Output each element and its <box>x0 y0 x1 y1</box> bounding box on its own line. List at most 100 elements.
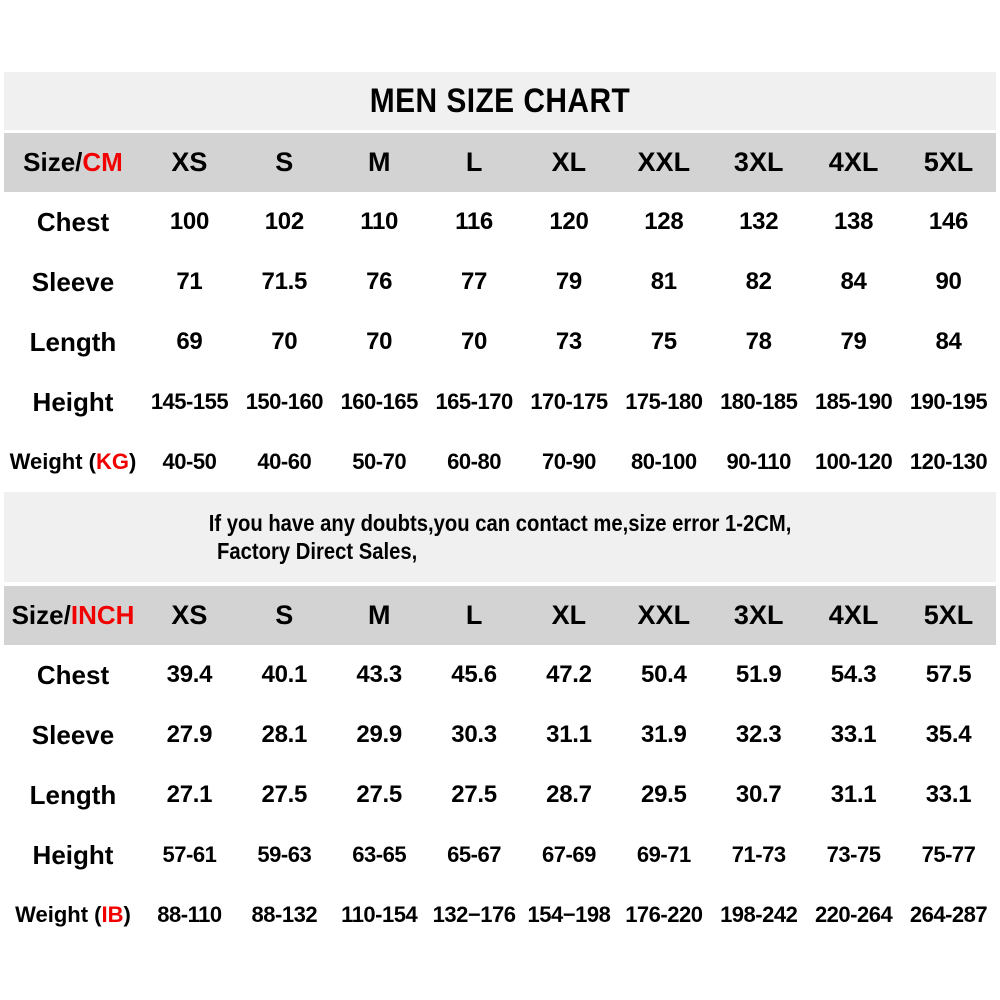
size-value-cell: 84 <box>901 312 996 372</box>
size-column-header: 3XL <box>711 133 807 192</box>
row-label-text: ) <box>123 902 131 927</box>
size-value-cell: 65-67 <box>426 825 522 885</box>
size-column-header: 4XL <box>806 133 901 192</box>
size-value-cell: 29.9 <box>331 705 427 765</box>
size-value-cell: 50-70 <box>331 432 427 492</box>
table-row: Length 69 70 70 70 73 75 78 79 84 <box>4 312 996 372</box>
size-value-cell: 220-264 <box>806 885 901 945</box>
size-value-cell: 132−176 <box>426 885 522 945</box>
size-value-cell: 27.5 <box>331 765 427 825</box>
table-row: Chest 100 102 110 116 120 128 132 138 146 <box>4 192 996 252</box>
size-value-cell: 70 <box>426 312 522 372</box>
size-value-cell: 264-287 <box>901 885 996 945</box>
page-title: MEN SIZE CHART <box>369 81 631 120</box>
table-row: Chest 39.4 40.1 43.3 45.6 47.2 50.4 51.9 54.3 57.… <box>4 645 996 705</box>
row-label-text: Size/ <box>23 147 83 177</box>
size-value-cell: 100-120 <box>806 432 901 492</box>
size-value-cell: 40-50 <box>142 432 237 492</box>
table-row: Weight (KG) 40-50 40-60 50-70 60-80 70-90 80-1… <box>4 432 996 492</box>
size-value-cell: 116 <box>426 192 522 252</box>
title-band: MEN SIZE CHART <box>4 72 996 130</box>
size-value-cell: 150-160 <box>236 372 332 432</box>
row-label-cell: Weight (IB) <box>4 885 142 945</box>
table-row: Sleeve 71 71.5 76 77 79 81 82 84 90 <box>4 252 996 312</box>
row-label-unit: KG <box>96 449 130 474</box>
size-value-cell: 71-73 <box>711 825 807 885</box>
size-value-cell: 176-220 <box>616 885 712 945</box>
size-value-cell: 29.5 <box>616 765 712 825</box>
size-value-cell: 110 <box>331 192 427 252</box>
size-value-cell: 81 <box>616 252 712 312</box>
row-label-cell: Length <box>4 765 142 825</box>
size-value-cell: 138 <box>806 192 901 252</box>
row-label-cell: Length <box>4 312 142 372</box>
row-label-text: Sleeve <box>31 719 115 750</box>
size-value-cell: 45.6 <box>426 645 522 705</box>
size-value-cell: 35.4 <box>901 705 996 765</box>
size-value-cell: 76 <box>331 252 427 312</box>
size-column-header: XXL <box>616 133 712 192</box>
row-label-text: ) <box>129 449 137 474</box>
size-value-cell: 67-69 <box>521 825 617 885</box>
size-column-header: XXL <box>616 586 712 645</box>
note-band: If you have any doubts,you can contact m… <box>4 492 996 582</box>
size-value-cell: 31.1 <box>806 765 901 825</box>
row-label-text: Height <box>32 386 114 417</box>
size-column-header: XS <box>142 586 237 645</box>
size-value-cell: 51.9 <box>711 645 807 705</box>
size-value-cell: 69 <box>142 312 237 372</box>
size-value-cell: 88-110 <box>142 885 237 945</box>
size-value-cell: 70 <box>331 312 427 372</box>
size-value-cell: 70 <box>236 312 332 372</box>
size-value-cell: 80-100 <box>616 432 712 492</box>
size-value-cell: 33.1 <box>806 705 901 765</box>
size-value-cell: 69-71 <box>616 825 712 885</box>
size-value-cell: 27.5 <box>426 765 522 825</box>
size-value-cell: 57.5 <box>901 645 996 705</box>
size-column-header: S <box>236 133 332 192</box>
size-value-cell: 73 <box>521 312 617 372</box>
row-label-cell: Sleeve <box>4 705 142 765</box>
size-value-cell: 165-170 <box>426 372 522 432</box>
size-value-cell: 28.7 <box>521 765 617 825</box>
row-label-cell: Chest <box>4 192 142 252</box>
size-value-cell: 175-180 <box>616 372 712 432</box>
size-value-cell: 90 <box>901 252 996 312</box>
size-value-cell: 33.1 <box>901 765 996 825</box>
row-label-cell: Sleeve <box>4 252 142 312</box>
note-line-2: Factory Direct Sales, <box>217 538 418 564</box>
size-value-cell: 79 <box>521 252 617 312</box>
size-value-cell: 27.5 <box>236 765 332 825</box>
size-value-cell: 31.1 <box>521 705 617 765</box>
size-value-cell: 31.9 <box>616 705 712 765</box>
size-column-header: XL <box>521 133 617 192</box>
size-value-cell: 30.7 <box>711 765 807 825</box>
row-label-text: Weight ( <box>15 902 102 927</box>
size-value-cell: 100 <box>142 192 237 252</box>
row-label-cell: Weight (KG) <box>4 432 142 492</box>
size-value-cell: 78 <box>711 312 807 372</box>
unit-label-cell: Size/CM <box>4 133 142 192</box>
size-column-header: S <box>236 586 332 645</box>
size-value-cell: 43.3 <box>331 645 427 705</box>
row-label-text: Chest <box>36 206 110 237</box>
size-value-cell: 198-242 <box>711 885 807 945</box>
size-value-cell: 30.3 <box>426 705 522 765</box>
size-value-cell: 50.4 <box>616 645 712 705</box>
size-value-cell: 54.3 <box>806 645 901 705</box>
size-value-cell: 73-75 <box>806 825 901 885</box>
size-column-header: L <box>426 586 522 645</box>
table-row: Sleeve 27.9 28.1 29.9 30.3 31.1 31.9 32.3 33.1 35… <box>4 705 996 765</box>
size-column-header: 5XL <box>901 586 996 645</box>
size-value-cell: 75 <box>616 312 712 372</box>
size-value-cell: 120 <box>521 192 617 252</box>
size-column-header: XS <box>142 133 237 192</box>
row-label-text: Length <box>29 779 117 810</box>
row-label-cell: Height <box>4 372 142 432</box>
size-value-cell: 60-80 <box>426 432 522 492</box>
size-value-cell: 102 <box>236 192 332 252</box>
size-value-cell: 180-185 <box>711 372 807 432</box>
table-row: Height 57-61 59-63 63-65 65-67 67-69 69-71 71-7… <box>4 825 996 885</box>
row-label-text: Length <box>29 326 117 357</box>
